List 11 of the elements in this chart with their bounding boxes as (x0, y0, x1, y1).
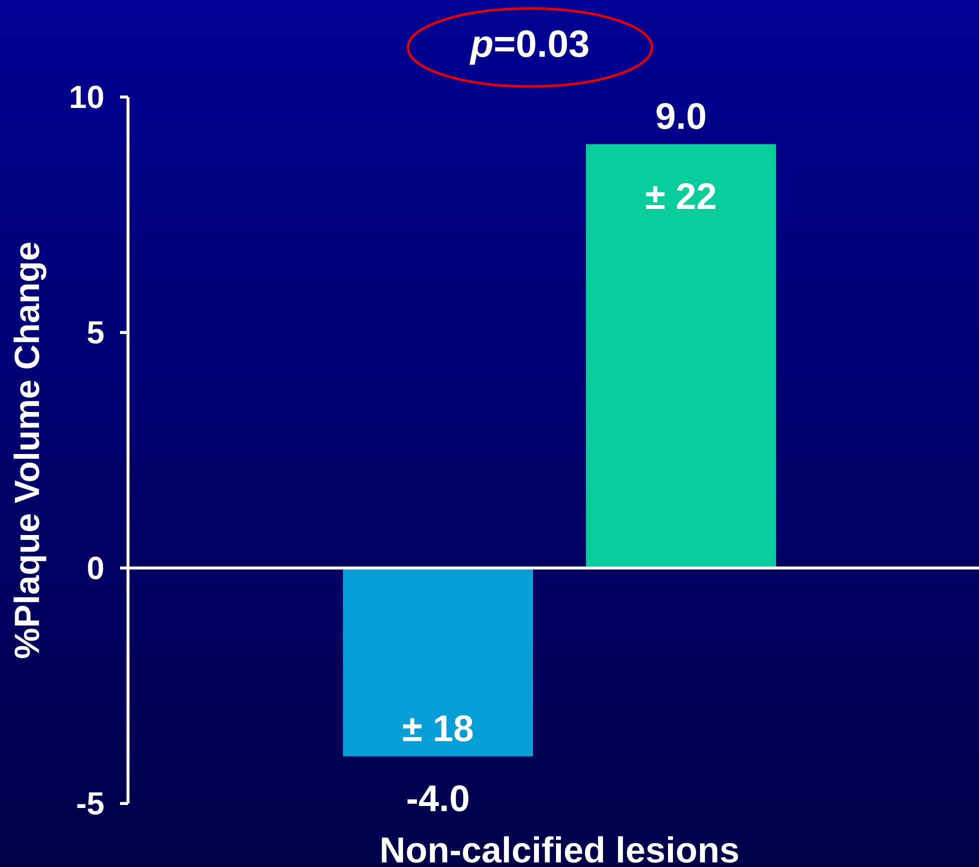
y-tick-label: 0 (88, 556, 104, 580)
y-tick-label: 10 (70, 86, 104, 108)
data-label: -4.0 (408, 785, 468, 812)
data-label: 9.0 (656, 103, 706, 130)
y-tick-label: 5 (88, 321, 104, 344)
y-axis-title: %Plaque Volume Change (14, 242, 46, 658)
x-tick-label: Non-calcified lesions (382, 836, 738, 863)
annotation: ± 18 (403, 715, 473, 742)
y-tick-label: -5 (77, 792, 104, 815)
text: p=0.03 (469, 30, 588, 65)
annotation: ± 22 (646, 183, 716, 210)
